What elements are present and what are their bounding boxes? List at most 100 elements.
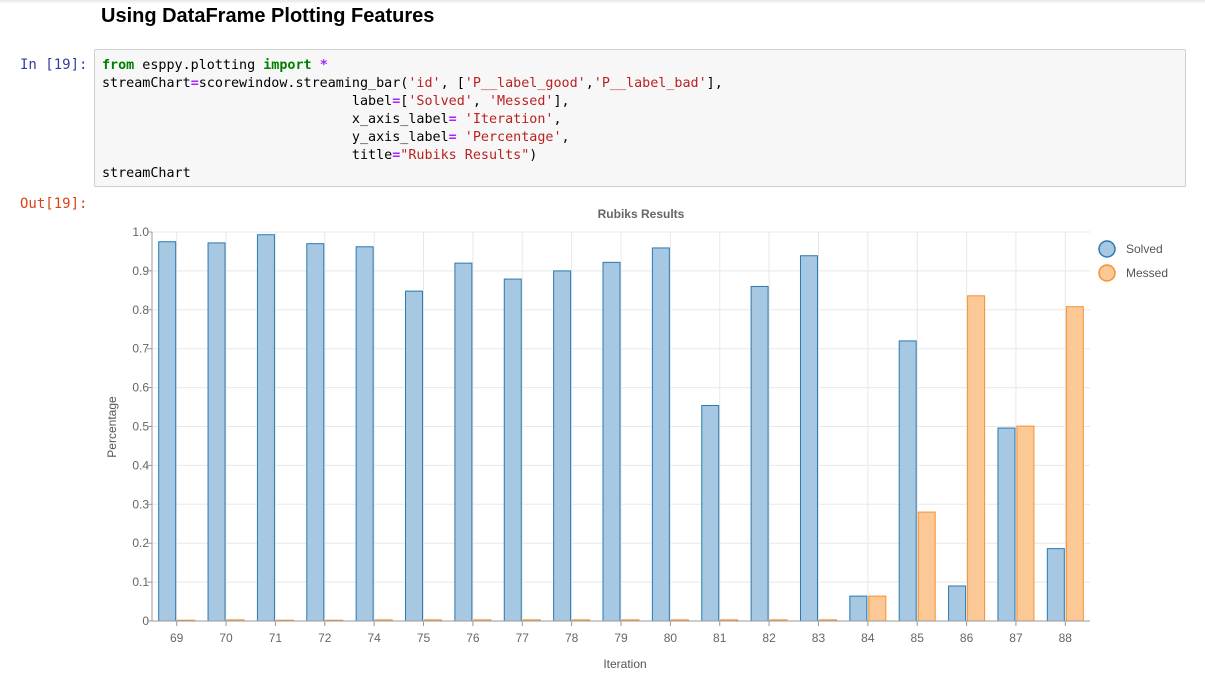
code-token: ) <box>529 148 538 163</box>
x-tick-label: 72 <box>318 631 332 645</box>
bar-solved-71[interactable] <box>256 234 275 622</box>
bar-solved-79[interactable] <box>602 261 621 622</box>
code-line: streamChart=scorewindow.streaming_bar('i… <box>102 76 723 91</box>
bar-solved-80[interactable] <box>651 247 670 622</box>
x-tick-label: 82 <box>762 631 776 645</box>
code-token: 'Solved' <box>408 94 473 109</box>
chart-title: Rubiks Results <box>598 207 685 221</box>
code-token: ], <box>553 94 570 109</box>
x-tick-label: 80 <box>664 631 678 645</box>
y-tick-label: 0 <box>142 614 149 628</box>
x-tick-label: 69 <box>170 631 184 645</box>
x-tick-label: 86 <box>960 631 974 645</box>
bar-messed-85[interactable] <box>917 511 936 622</box>
bar-solved-82[interactable] <box>750 285 769 622</box>
notebook-heading: Using DataFrame Plotting Features <box>101 5 435 27</box>
bar-solved-72[interactable] <box>306 243 325 622</box>
bar-solved-87[interactable] <box>997 427 1016 622</box>
bar-messed-86[interactable] <box>967 295 986 622</box>
code-cell[interactable]: from esppy.plotting import * streamChart… <box>94 49 1186 187</box>
chart-legend: Solved Messed <box>1098 240 1168 282</box>
legend-swatch-messed[interactable] <box>1098 264 1116 282</box>
bar-messed-88[interactable] <box>1065 306 1084 622</box>
code-token: = <box>448 130 457 145</box>
code-token: "Rubiks Results" <box>400 148 530 163</box>
bar-solved-81[interactable] <box>701 404 720 622</box>
bar-solved-85[interactable] <box>898 340 917 622</box>
code-token: x_axis_label <box>102 112 449 127</box>
bar-messed-84[interactable] <box>868 595 887 622</box>
y-tick-label: 0.4 <box>132 458 149 472</box>
y-tick-label: 0.2 <box>132 536 149 550</box>
y-tick-label: 0.7 <box>132 342 149 356</box>
code-token: , <box>553 112 562 127</box>
x-tick-label: 75 <box>417 631 431 645</box>
code-token: , <box>561 130 570 145</box>
bar-solved-88[interactable] <box>1046 548 1065 622</box>
x-tick-label: 84 <box>861 631 875 645</box>
code-token: import <box>263 58 312 73</box>
page-top-edge <box>0 0 1205 4</box>
y-tick-label: 0.3 <box>132 497 149 511</box>
input-prompt: In [19]: <box>20 57 88 73</box>
x-tick-label: 76 <box>466 631 480 645</box>
code-token: streamChart <box>102 166 191 181</box>
legend-label-solved[interactable]: Solved <box>1126 242 1163 256</box>
x-tick-label: 79 <box>614 631 628 645</box>
y-tick-label: 0.8 <box>132 303 149 317</box>
code-editor[interactable]: from esppy.plotting import * streamChart… <box>102 57 723 183</box>
y-axis-label: Percentage <box>105 396 119 458</box>
bar-solved-69[interactable] <box>158 241 177 622</box>
code-token: title <box>102 148 393 163</box>
code-token: 'P__label_bad' <box>593 76 707 91</box>
code-line: label=['Solved', 'Messed'], <box>102 94 570 109</box>
code-token: = <box>392 94 401 109</box>
code-token: * <box>319 58 328 73</box>
bar-solved-78[interactable] <box>553 270 572 622</box>
output-prompt: Out[19]: <box>20 196 88 212</box>
y-tick-label: 0.5 <box>132 420 149 434</box>
code-token: from <box>102 58 135 73</box>
y-tick-label: 0.6 <box>132 381 149 395</box>
x-axis-label: Iteration <box>603 657 646 671</box>
chart-grid <box>152 231 1090 622</box>
chart-bars <box>158 234 1084 622</box>
legend-swatch-solved[interactable] <box>1098 240 1116 258</box>
y-tick-label: 0.1 <box>132 575 149 589</box>
code-line: x_axis_label= 'Iteration', <box>102 112 562 127</box>
code-line: title="Rubiks Results") <box>102 148 537 163</box>
bar-solved-86[interactable] <box>948 585 967 622</box>
bar-solved-75[interactable] <box>405 290 424 622</box>
x-tick-label: 71 <box>269 631 283 645</box>
code-token: = <box>448 112 457 127</box>
code-token: , [ <box>440 76 465 91</box>
bar-solved-83[interactable] <box>799 255 818 622</box>
bar-solved-84[interactable] <box>849 595 868 622</box>
code-token: = <box>190 76 199 91</box>
x-tick-label: 81 <box>713 631 727 645</box>
bar-solved-74[interactable] <box>355 246 374 622</box>
code-line: y_axis_label= 'Percentage', <box>102 130 570 145</box>
code-token: 'Iteration' <box>464 112 554 127</box>
code-token: [ <box>400 94 409 109</box>
bar-solved-70[interactable] <box>207 242 226 622</box>
code-token: , <box>472 94 489 109</box>
x-tick-label: 85 <box>911 631 925 645</box>
code-line: from esppy.plotting import * <box>102 58 328 73</box>
code-line: streamChart <box>102 166 191 181</box>
x-tick-label: 70 <box>219 631 233 645</box>
x-tick-label: 77 <box>516 631 530 645</box>
y-tick-label: 0.9 <box>132 264 149 278</box>
x-tick-label: 83 <box>812 631 826 645</box>
code-token: 'Percentage' <box>464 130 562 145</box>
legend-label-messed[interactable]: Messed <box>1126 266 1168 280</box>
y-tick-label: 1.0 <box>132 225 149 239</box>
bar-solved-76[interactable] <box>454 262 473 622</box>
x-tick-label: 87 <box>1009 631 1023 645</box>
code-token: 'P__label_good' <box>464 76 586 91</box>
x-tick-label: 74 <box>367 631 381 645</box>
bar-messed-87[interactable] <box>1016 425 1035 622</box>
code-token: 'Messed' <box>488 94 554 109</box>
bar-solved-77[interactable] <box>503 278 522 622</box>
